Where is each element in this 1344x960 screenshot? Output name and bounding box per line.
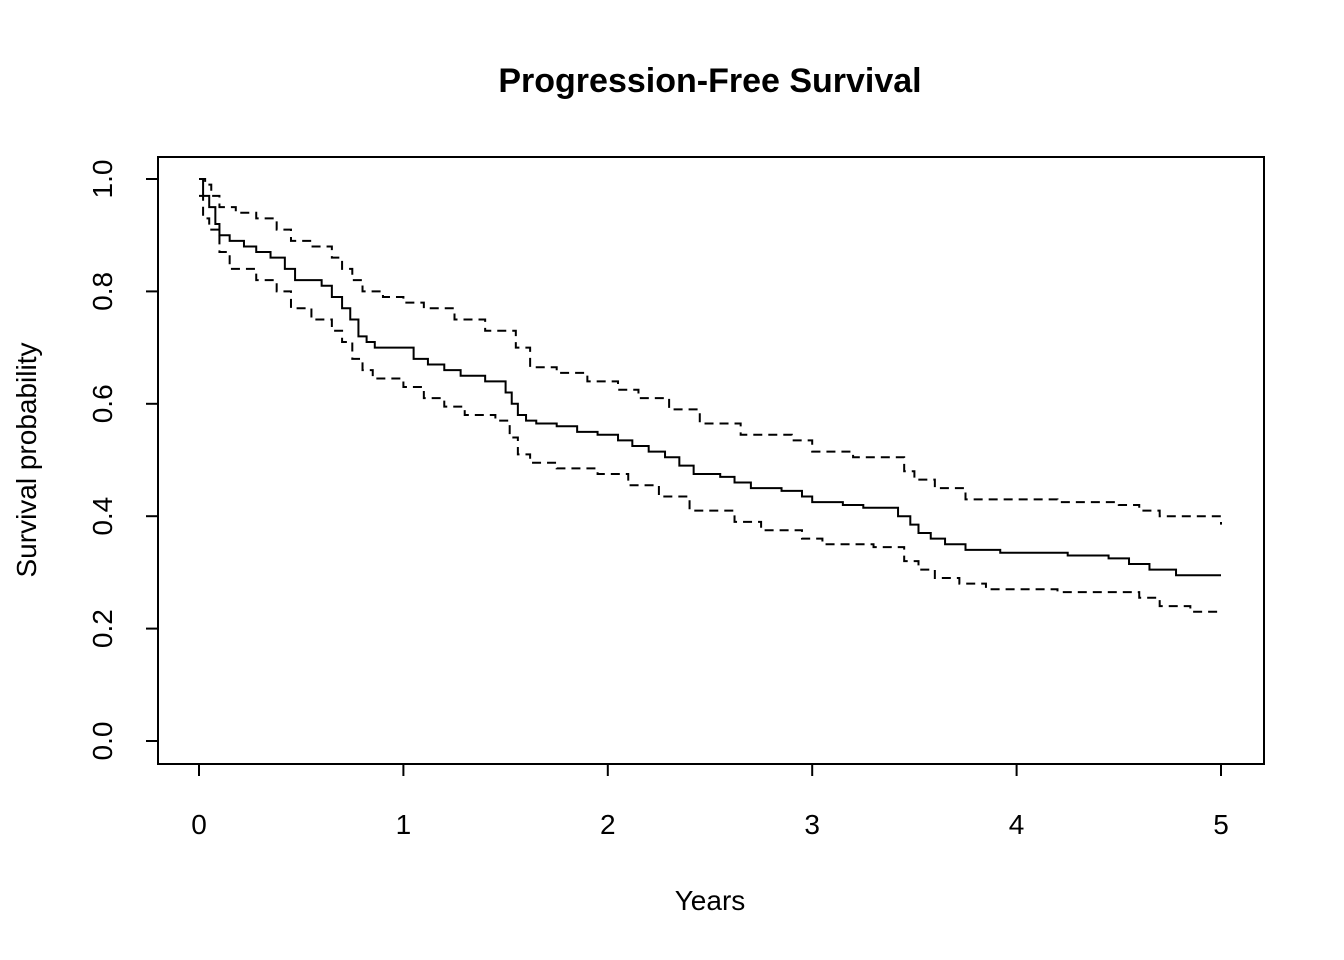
y-tick-label: 0.8 [87,272,118,311]
survival-curve [199,178,1221,577]
y-tick-label: 0.6 [87,384,118,423]
x-tick-label: 5 [1213,809,1229,840]
x-tick-label: 3 [804,809,820,840]
chart-title: Progression-Free Survival [498,62,921,100]
plot-frame [157,156,1265,765]
x-tick-label: 4 [1009,809,1025,840]
y-tick-label: 0.0 [87,722,118,761]
x-axis: 0 1 2 3 4 5 [191,763,1229,840]
y-axis: 0.0 0.2 0.4 0.6 0.8 1.0 [87,160,159,761]
lower-ci-curve [199,194,1221,613]
y-tick-label: 1.0 [87,160,118,199]
x-axis-label: Years [675,885,746,916]
x-tick-label: 1 [396,809,412,840]
y-axis-label: Survival probability [11,343,42,578]
x-tick-label: 0 [191,809,207,840]
upper-ci-curve [199,178,1222,525]
y-tick-label: 0.2 [87,609,118,648]
y-tick-label: 0.4 [87,497,118,536]
series-layer [199,178,1222,613]
x-tick-label: 2 [600,809,616,840]
